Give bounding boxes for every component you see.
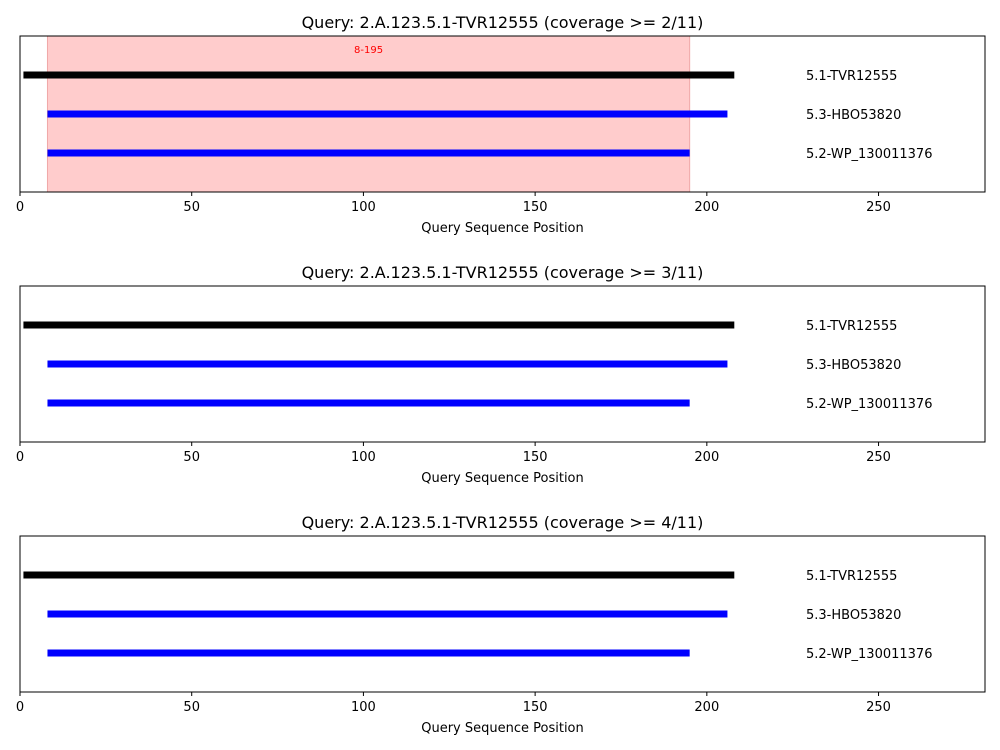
x-tick-label: 50 [183, 700, 200, 715]
axes-frame [19, 285, 986, 443]
series-label: 5.3-HBO53820 [806, 608, 901, 623]
series-label: 5.2-WP_130011376 [806, 647, 932, 662]
x-tick-label: 100 [351, 450, 376, 465]
x-tick-label: 200 [694, 200, 719, 215]
x-tick-label: 0 [16, 700, 24, 715]
axes-frame [19, 35, 986, 193]
x-tick-label: 100 [351, 700, 376, 715]
x-tick-label: 0 [16, 200, 24, 215]
x-tick-label: 250 [866, 700, 891, 715]
series-label: 5.2-WP_130011376 [806, 147, 932, 162]
x-tick-label: 150 [523, 200, 548, 215]
axes-frame [19, 535, 986, 693]
x-tick-label: 250 [866, 200, 891, 215]
series-label: 5.1-TVR12555 [806, 69, 897, 84]
x-axis-label: Query Sequence Position [421, 221, 584, 236]
chart-title: Query: 2.A.123.5.1-TVR12555 (coverage >=… [302, 13, 704, 32]
chart-title: Query: 2.A.123.5.1-TVR12555 (coverage >=… [302, 513, 704, 532]
chart-panel: 5.1-TVR12555 5.3-HBO53820 5.2-WP_130011376… [16, 513, 986, 736]
series-label: 5.3-HBO53820 [806, 358, 901, 373]
series-label: 5.3-HBO53820 [806, 108, 901, 123]
x-tick-label: 50 [183, 200, 200, 215]
x-tick-label: 50 [183, 450, 200, 465]
series-label: 5.1-TVR12555 [806, 319, 897, 334]
x-tick-label: 100 [351, 200, 376, 215]
chart-title: Query: 2.A.123.5.1-TVR12555 (coverage >=… [302, 263, 704, 282]
series-label: 5.1-TVR12555 [806, 569, 897, 584]
x-tick-label: 250 [866, 450, 891, 465]
x-tick-label: 200 [694, 450, 719, 465]
chart-panel: 8-195 5.1-TVR12555 5.3-HBO53820 5.2-WP_1300… [16, 13, 986, 236]
x-axis-label: Query Sequence Position [421, 721, 584, 736]
highlight-label: 8-195 [354, 45, 383, 56]
x-axis-label: Query Sequence Position [421, 471, 584, 486]
x-tick-label: 200 [694, 700, 719, 715]
x-tick-label: 150 [523, 450, 548, 465]
chart-panel: 5.1-TVR12555 5.3-HBO53820 5.2-WP_130011376… [16, 263, 986, 486]
x-tick-label: 0 [16, 450, 24, 465]
series-label: 5.2-WP_130011376 [806, 397, 932, 412]
x-tick-label: 150 [523, 700, 548, 715]
